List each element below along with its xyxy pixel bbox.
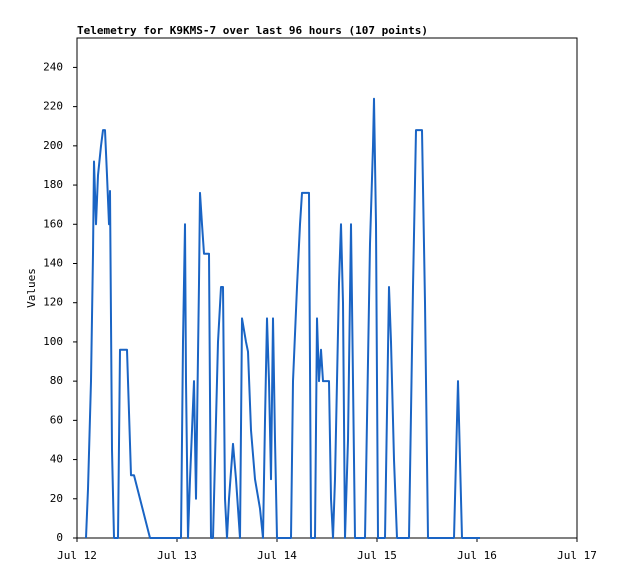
x-tick-label: Jul 17	[557, 549, 597, 562]
y-tick-label: 180	[43, 178, 63, 191]
y-tick-label: 40	[50, 453, 63, 466]
chart-title: Telemetry for K9KMS-7 over last 96 hours…	[77, 24, 428, 37]
y-tick-label: 140	[43, 256, 63, 269]
y-tick-label: 20	[50, 492, 63, 505]
y-tick-label: 240	[43, 60, 63, 73]
y-tick-label: 0	[56, 531, 63, 544]
x-tick-label: Jul 14	[257, 549, 297, 562]
y-tick-label: 160	[43, 217, 63, 230]
data-line	[85, 97, 480, 539]
x-tick-label: Jul 16	[457, 549, 497, 562]
y-tick-label: 220	[43, 100, 63, 113]
y-axis-label: Values	[25, 268, 38, 308]
y-tick-label: 120	[43, 296, 63, 309]
plot-frame	[76, 37, 578, 539]
x-tick-label: Jul 12	[57, 549, 97, 562]
y-tick-label: 200	[43, 139, 63, 152]
x-tick-label: Jul 15	[357, 549, 397, 562]
y-tick-label: 100	[43, 335, 63, 348]
y-tick-label: 60	[50, 413, 63, 426]
y-tick-label: 80	[50, 374, 63, 387]
x-tick-label: Jul 13	[157, 549, 197, 562]
